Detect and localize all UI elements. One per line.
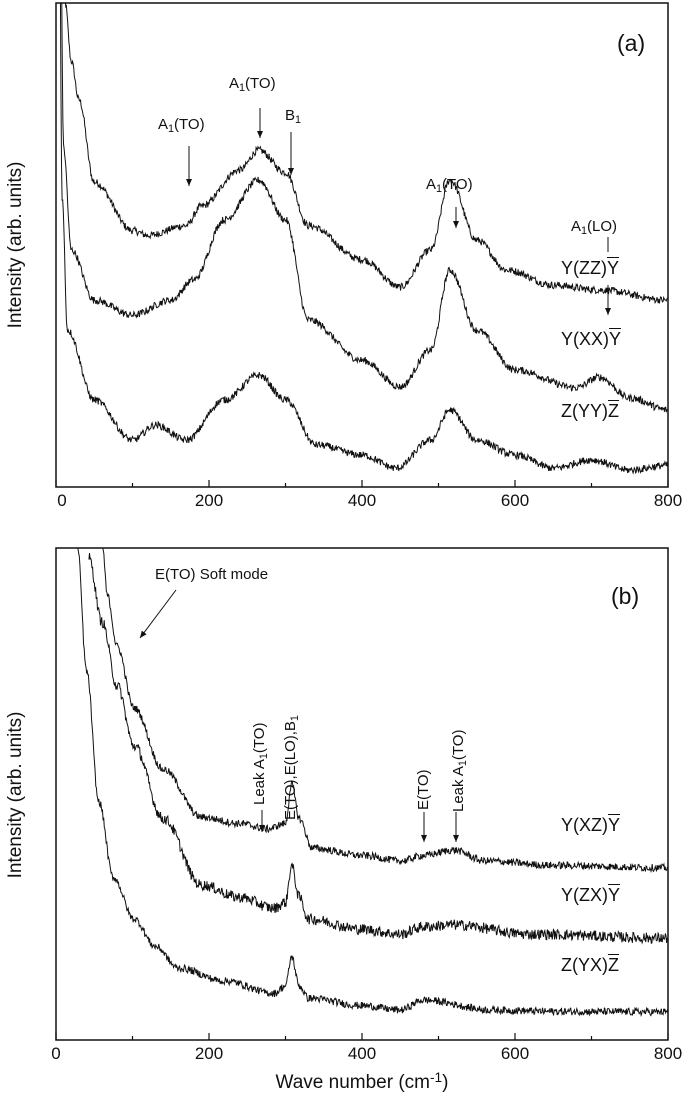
x-tick-label: 600 bbox=[500, 1044, 530, 1063]
annotation-arrow-head bbox=[453, 835, 459, 842]
x-tick-label: 800 bbox=[653, 491, 683, 510]
series-label-yzzy: Y(ZZ)Y bbox=[561, 258, 619, 278]
series-line-yzxy bbox=[88, 552, 668, 945]
series-line-yzzy bbox=[64, 3, 668, 304]
annotation-arrow-head bbox=[259, 825, 265, 832]
y-axis-label-a: Intensity (arb. units) bbox=[5, 161, 26, 329]
annotation-arrow-head bbox=[257, 131, 263, 138]
annotation-b1-300: B1 bbox=[285, 107, 302, 127]
series-label-yxzy: Y(XZ)Y bbox=[561, 815, 621, 835]
series-line-zyyz bbox=[59, 3, 668, 475]
annotation-arrow-head bbox=[605, 308, 611, 315]
x-tick-label: 0 bbox=[57, 491, 67, 510]
series-line-yxzy bbox=[102, 548, 668, 874]
annotation-arrow-line bbox=[139, 589, 177, 639]
annotation-leak-a1-to-270: Leak A1(TO) bbox=[251, 722, 271, 805]
y-axis-label-b: Intensity (arb. units) bbox=[5, 711, 26, 879]
series-line-yxxy bbox=[61, 3, 668, 413]
annotation-arrow-head bbox=[186, 179, 192, 186]
annotation-arrow-head bbox=[453, 221, 459, 228]
x-tick-label: 200 bbox=[194, 1044, 224, 1063]
annotation-soft-mode: E(TO) Soft mode bbox=[155, 566, 269, 583]
annotation-e-to-e-lo-b1: E(TO),E(LO),B1 bbox=[282, 715, 302, 820]
annotation-arrow-head bbox=[140, 630, 147, 638]
x-tick-label: 600 bbox=[500, 491, 530, 510]
x-tick-label: 0 bbox=[51, 1044, 61, 1063]
series-label-zyyz: Z(YY)Z bbox=[561, 401, 619, 421]
panel-label-a: (a) bbox=[617, 30, 646, 56]
panel-label-b: (b) bbox=[611, 583, 640, 609]
series-label-zyxz: Z(YX)Z bbox=[561, 955, 619, 975]
annotation-arrow-head bbox=[421, 835, 427, 842]
annotation-a1-lo-715: A1(LO) bbox=[571, 218, 618, 238]
series-line-zyxz bbox=[77, 548, 668, 1018]
annotation-a1-to-170: A1(TO) bbox=[158, 116, 205, 136]
annotation-a1-to-265: A1(TO) bbox=[229, 75, 276, 95]
annotation-e-to-480: E(TO) bbox=[415, 769, 432, 810]
x-tick-label: 400 bbox=[347, 1044, 377, 1063]
series-label-yxxy: Y(XX)Y bbox=[561, 329, 622, 349]
series-label-yzxy: Y(ZX)Y bbox=[561, 885, 621, 905]
x-tick-label: 800 bbox=[653, 1044, 683, 1063]
x-tick-label: 400 bbox=[347, 491, 377, 510]
annotation-a1-to-515: A1(TO) bbox=[426, 176, 473, 196]
x-axis-label: Wave number (cm-1) bbox=[275, 1069, 449, 1093]
x-tick-label: 200 bbox=[194, 491, 224, 510]
annotation-leak-a1-to-520: Leak A1(TO) bbox=[450, 729, 470, 812]
annotation-arrow-head bbox=[288, 168, 294, 175]
